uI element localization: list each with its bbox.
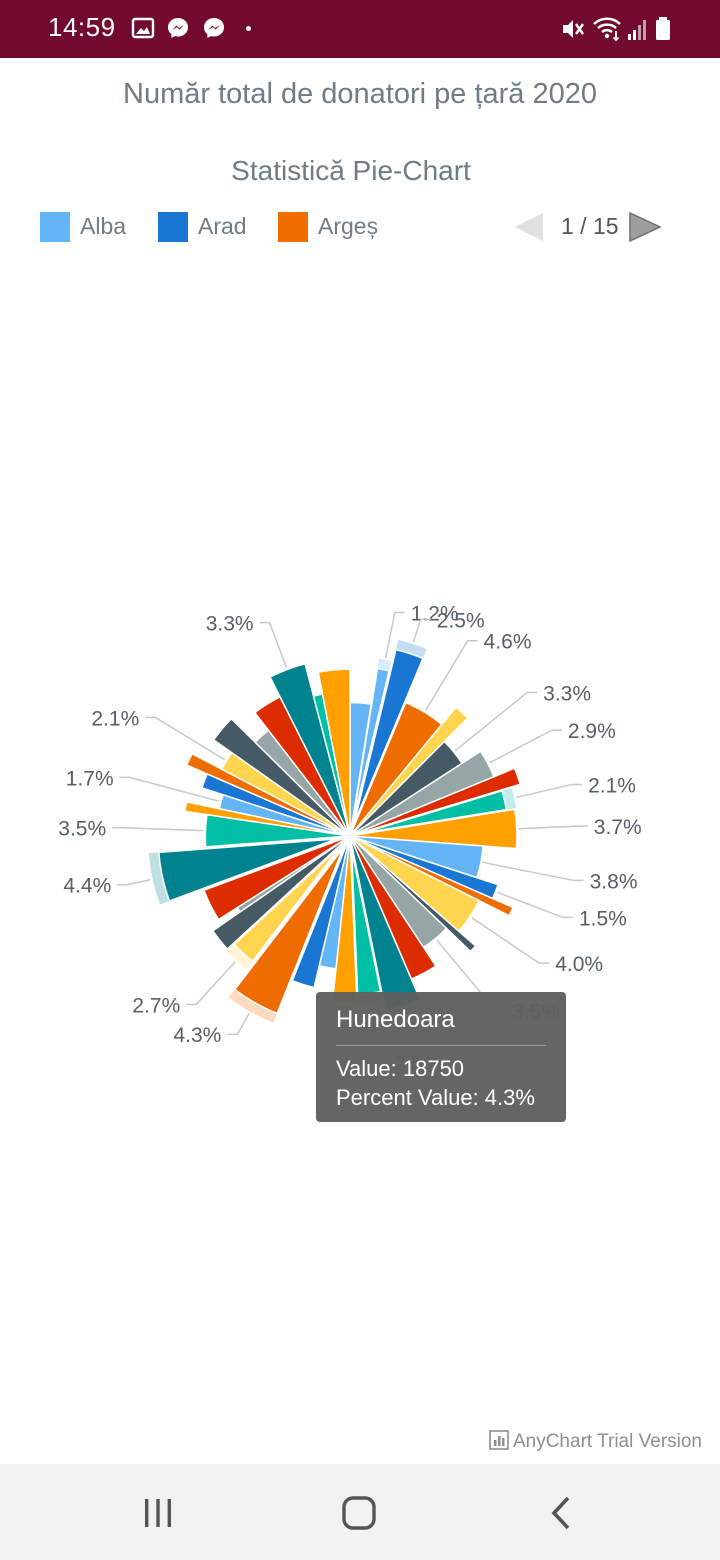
status-bar: 14:59	[0, 0, 720, 58]
more-notifications-dot	[246, 26, 251, 31]
legend-pager: 1 / 15	[513, 208, 668, 246]
slice-label: 3.3%	[206, 613, 254, 636]
slice-hover-halo	[228, 989, 278, 1023]
mute-icon	[563, 20, 584, 38]
pie-slice[interactable]	[233, 845, 342, 963]
label-connector	[117, 878, 151, 886]
pie-slice[interactable]	[211, 835, 351, 951]
label-connector	[454, 691, 538, 752]
label-connector	[259, 621, 288, 668]
slice-label: 2.9%	[568, 720, 616, 743]
slice-hover-halo	[395, 639, 427, 659]
tooltip-percent: Percent Value: 4.3%	[336, 1085, 535, 1110]
legend-label: Argeș	[318, 213, 379, 239]
pie-slice[interactable]	[233, 847, 344, 1015]
slice-label: 2.7%	[132, 994, 180, 1017]
chart-logo-icon	[489, 1430, 509, 1450]
slice-label: 3.3%	[543, 682, 591, 705]
label-connector	[497, 891, 573, 919]
slice-label: 3.5%	[58, 818, 106, 841]
pie-slice[interactable]	[203, 835, 351, 921]
gallery-notification-icon	[131, 17, 155, 39]
tooltip-divider	[336, 1045, 546, 1046]
label-connector	[145, 716, 226, 761]
slice-hover-halo	[377, 658, 392, 671]
legend-page-indicator: 1 / 15	[561, 213, 619, 239]
slice-label: 2.5%	[437, 609, 485, 632]
legend-label: Alba	[80, 213, 127, 239]
slice-label: 1.7%	[66, 767, 114, 790]
legend-swatch	[278, 212, 308, 242]
status-time: 14:59	[48, 12, 116, 42]
pie-slice[interactable]	[317, 668, 351, 837]
next-page-icon[interactable]	[628, 211, 662, 243]
label-connector	[119, 776, 220, 802]
battery-icon	[656, 17, 670, 40]
pie-slice[interactable]	[269, 662, 351, 837]
chart-tooltip: Hunedoara Value: 18750 Percent Value: 4.…	[316, 992, 566, 1122]
slice-label: 3.8%	[590, 870, 638, 893]
signal-icon	[628, 20, 646, 40]
pie-slice[interactable]	[363, 789, 508, 834]
label-connector	[186, 961, 236, 1006]
pie-slice[interactable]	[291, 835, 351, 989]
previous-page-icon[interactable]	[513, 211, 545, 243]
legend-swatch	[158, 212, 188, 242]
label-connector	[384, 611, 405, 658]
label-connector	[518, 825, 588, 830]
label-connector	[412, 618, 431, 643]
slice-label: 4.4%	[63, 875, 111, 898]
tooltip-value: Value: 18750	[336, 1056, 465, 1081]
slice-hover-halo	[226, 944, 253, 970]
wifi-icon	[593, 17, 621, 42]
slice-label: 2.1%	[91, 707, 139, 730]
pie-slice[interactable]	[349, 835, 477, 953]
tooltip-title: Hunedoara	[336, 1006, 455, 1033]
label-connector	[471, 917, 550, 964]
slice-hover-halo	[148, 852, 170, 905]
label-connector	[482, 861, 584, 882]
label-connector	[516, 783, 583, 799]
label-connector	[112, 826, 204, 832]
slice-label: 4.0%	[555, 953, 603, 976]
label-connector	[227, 1012, 250, 1035]
chart-subtitle: Statistică Pie-Chart	[231, 155, 471, 186]
messenger-icon	[204, 18, 224, 38]
back-icon[interactable]	[530, 1488, 590, 1538]
pie-slice[interactable]	[158, 838, 337, 902]
pie-slice[interactable]	[352, 667, 391, 823]
legend-label: Arad	[198, 213, 247, 239]
pie-slice[interactable]	[212, 717, 351, 837]
slice-label: 1.5%	[579, 907, 627, 930]
label-connector	[425, 639, 478, 711]
navigation-bar	[0, 1464, 720, 1560]
credit-text: AnyChart Trial Version	[512, 1431, 702, 1452]
label-connector	[489, 729, 562, 764]
home-icon[interactable]	[329, 1488, 389, 1538]
slice-label: 3.7%	[594, 816, 642, 839]
chart-title: Număr total de donatori pe țară 2020	[123, 78, 597, 110]
pie-slice[interactable]	[353, 648, 424, 823]
slice-label: 4.6%	[484, 631, 532, 654]
recent-apps-icon[interactable]	[128, 1488, 188, 1538]
slice-label: 4.3%	[173, 1024, 221, 1047]
pie-slice[interactable]	[349, 706, 469, 837]
pie-slice[interactable]	[349, 767, 522, 837]
anychart-credit[interactable]: AnyChart Trial Version	[489, 1430, 702, 1453]
slice-label: 2.1%	[588, 774, 636, 797]
pie-chart: 1.2%2.5%4.6%3.3%2.9%2.1%3.7%3.8%1.5%4.0%…	[58, 602, 642, 1075]
messenger-icon	[168, 18, 188, 38]
legend-swatch	[40, 212, 70, 242]
